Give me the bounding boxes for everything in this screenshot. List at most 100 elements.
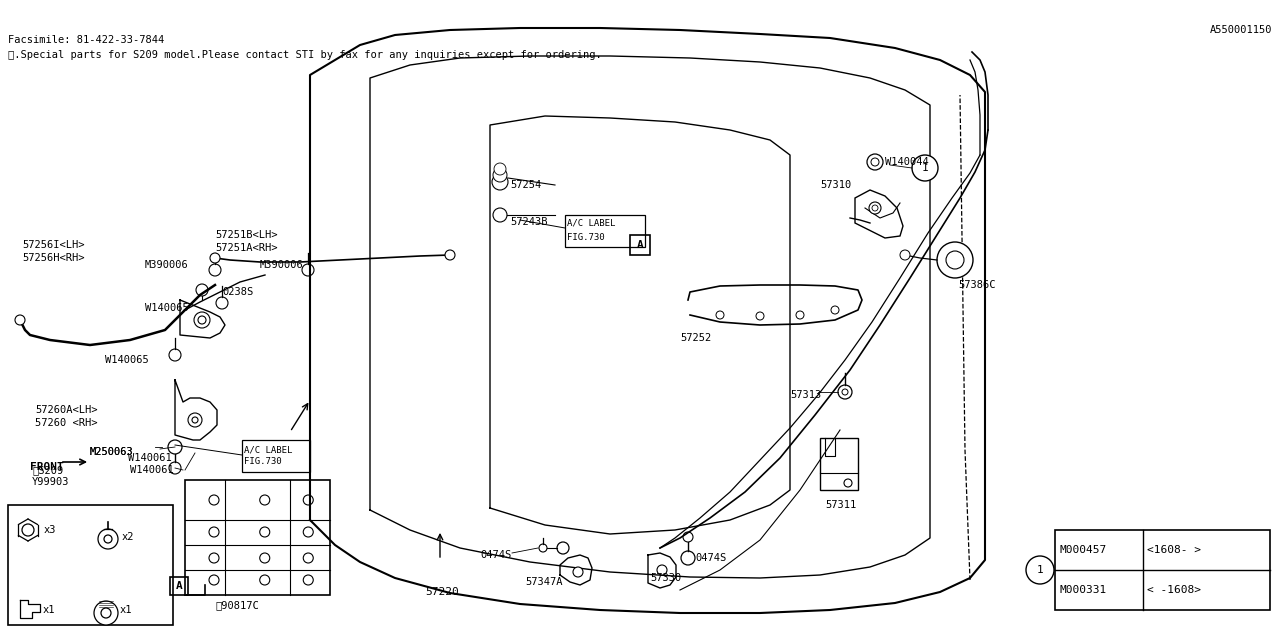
Text: 57311: 57311 [826, 500, 856, 510]
Text: < -1608>: < -1608> [1147, 585, 1201, 595]
Circle shape [188, 413, 202, 427]
Bar [630, 235, 650, 255]
Text: <1608- >: <1608- > [1147, 545, 1201, 555]
Text: 57256I<LH>: 57256I<LH> [22, 240, 84, 250]
Circle shape [911, 155, 938, 181]
Circle shape [99, 529, 118, 549]
Circle shape [842, 389, 849, 395]
Text: 57310: 57310 [820, 180, 851, 190]
Circle shape [210, 253, 220, 263]
Circle shape [303, 495, 314, 505]
Circle shape [937, 242, 973, 278]
Circle shape [684, 532, 692, 542]
Text: M000457: M000457 [1059, 545, 1106, 555]
Text: 57260A<LH>: 57260A<LH> [35, 405, 97, 415]
Text: 1: 1 [1037, 565, 1043, 575]
Circle shape [169, 349, 180, 361]
Bar [564, 215, 645, 247]
Text: A: A [175, 581, 182, 591]
Text: FIG.730: FIG.730 [244, 458, 282, 467]
Circle shape [870, 158, 879, 166]
Bar [242, 440, 310, 472]
Text: W140065: W140065 [145, 303, 188, 313]
Circle shape [445, 250, 454, 260]
Bar [170, 577, 188, 595]
Text: M000331: M000331 [1059, 585, 1106, 595]
Circle shape [557, 542, 570, 554]
Text: 57313: 57313 [790, 390, 822, 400]
Text: M390006: M390006 [260, 260, 303, 270]
Circle shape [209, 575, 219, 585]
Text: x2: x2 [122, 532, 134, 542]
Text: ※90817C: ※90817C [215, 600, 259, 610]
Circle shape [15, 315, 26, 325]
Text: 57251B<LH>: 57251B<LH> [215, 230, 278, 240]
Circle shape [716, 311, 724, 319]
Circle shape [168, 440, 182, 454]
Text: W140061: W140061 [128, 453, 172, 463]
Circle shape [216, 297, 228, 309]
Circle shape [93, 601, 118, 625]
Text: M250063: M250063 [90, 447, 133, 457]
Circle shape [1027, 556, 1053, 584]
Text: W140065: W140065 [105, 355, 148, 365]
Text: W140044: W140044 [884, 157, 929, 167]
Circle shape [573, 567, 582, 577]
Circle shape [209, 527, 219, 537]
Circle shape [869, 202, 881, 214]
Text: FIG.730: FIG.730 [567, 232, 604, 241]
Text: 0238S: 0238S [221, 287, 253, 297]
Circle shape [303, 575, 314, 585]
Circle shape [192, 417, 198, 423]
Text: x1: x1 [44, 605, 55, 615]
Circle shape [260, 495, 270, 505]
Circle shape [101, 608, 111, 618]
Circle shape [198, 316, 206, 324]
Text: ※.Special parts for S209 model.Please contact STI by fax for any inquiries excep: ※.Special parts for S209 model.Please co… [8, 50, 602, 60]
Circle shape [209, 264, 221, 276]
Text: Facsimile: 81-422-33-7844: Facsimile: 81-422-33-7844 [8, 35, 164, 45]
Circle shape [867, 154, 883, 170]
Text: M250063: M250063 [90, 447, 133, 457]
Text: M390006: M390006 [145, 260, 188, 270]
Circle shape [260, 553, 270, 563]
Text: 57254: 57254 [509, 180, 541, 190]
Circle shape [796, 311, 804, 319]
Text: W140061: W140061 [131, 465, 174, 475]
Bar [1055, 530, 1270, 610]
Circle shape [838, 385, 852, 399]
Text: 57220: 57220 [425, 587, 458, 597]
Text: 1: 1 [922, 163, 928, 173]
Circle shape [681, 551, 695, 565]
Text: 57386C: 57386C [957, 280, 996, 290]
Circle shape [104, 535, 113, 543]
Circle shape [209, 495, 219, 505]
Text: 57252: 57252 [680, 333, 712, 343]
Circle shape [196, 284, 209, 296]
Text: x1: x1 [120, 605, 133, 615]
Circle shape [302, 264, 314, 276]
Circle shape [209, 553, 219, 563]
Circle shape [844, 479, 852, 487]
Text: A550001150: A550001150 [1210, 25, 1272, 35]
Text: Y99903: Y99903 [32, 477, 69, 487]
Bar [8, 505, 173, 625]
Bar [186, 480, 330, 595]
Circle shape [493, 168, 507, 182]
Circle shape [539, 544, 547, 552]
Circle shape [260, 527, 270, 537]
Text: 57243B: 57243B [509, 217, 548, 227]
Text: FRONT: FRONT [29, 462, 64, 472]
Text: 0474S: 0474S [695, 553, 726, 563]
Circle shape [494, 163, 506, 175]
Bar [820, 438, 858, 490]
Text: x3: x3 [44, 525, 56, 535]
Text: ※S209: ※S209 [32, 465, 63, 475]
Circle shape [260, 575, 270, 585]
Text: 57260 <RH>: 57260 <RH> [35, 418, 97, 428]
Circle shape [657, 565, 667, 575]
Circle shape [195, 312, 210, 328]
Circle shape [493, 208, 507, 222]
Circle shape [831, 306, 838, 314]
Text: 57347A: 57347A [525, 577, 562, 587]
